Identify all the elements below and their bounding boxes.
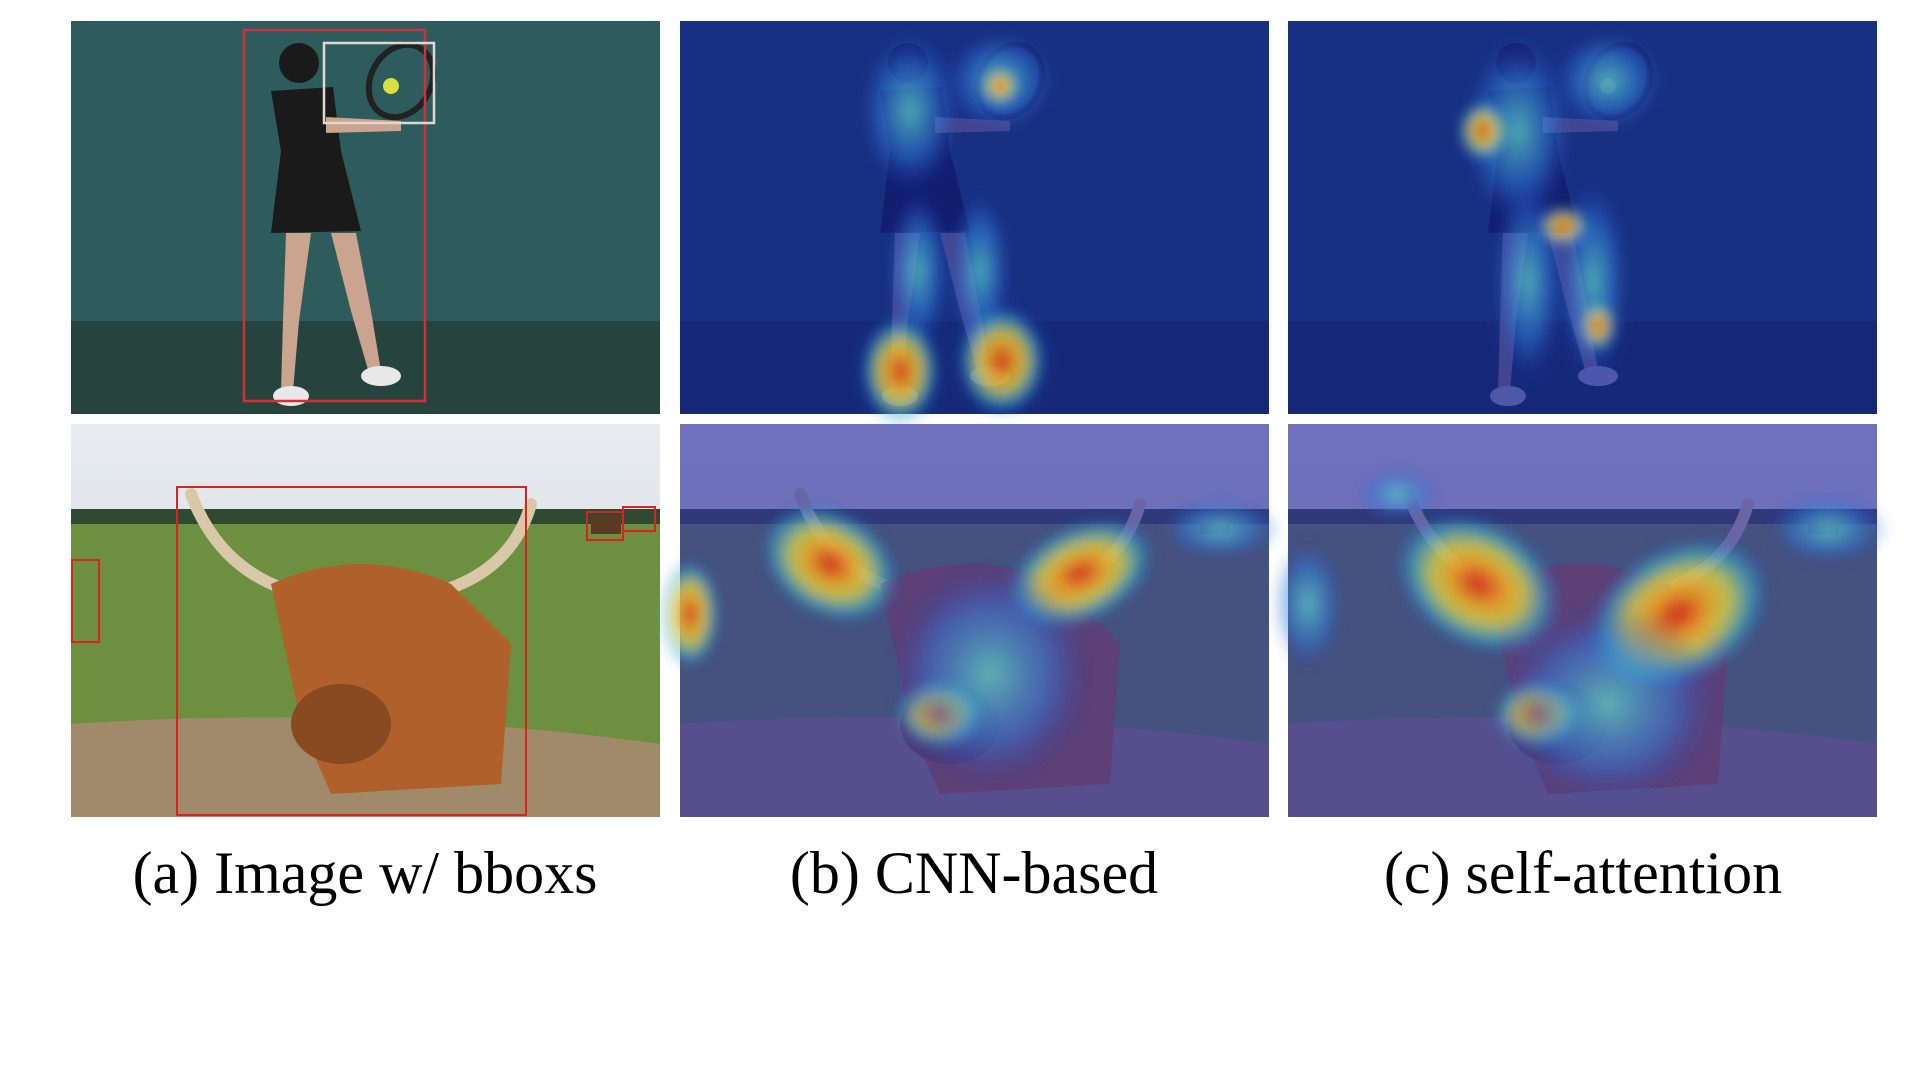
heatmap-panel bbox=[680, 21, 1269, 426]
heatmap-panel bbox=[1273, 424, 1888, 817]
heatmap-panel bbox=[660, 424, 1280, 817]
image-panel bbox=[71, 424, 660, 817]
image-panel bbox=[71, 21, 660, 414]
heatmap-panel bbox=[1288, 21, 1877, 414]
caption: (a) Image w/ bboxs bbox=[133, 840, 598, 906]
caption: (b) CNN-based bbox=[790, 840, 1158, 906]
caption: (c) self-attention bbox=[1384, 840, 1782, 906]
